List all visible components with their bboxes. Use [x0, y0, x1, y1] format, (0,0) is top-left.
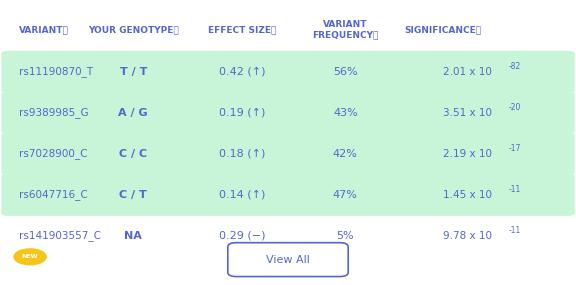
Text: rs9389985_G: rs9389985_G — [18, 107, 88, 118]
Text: NEW: NEW — [22, 254, 38, 259]
Text: C / T: C / T — [119, 190, 147, 200]
FancyBboxPatch shape — [1, 51, 575, 93]
Text: 9.78 x 10: 9.78 x 10 — [443, 231, 492, 241]
Text: C / C: C / C — [119, 149, 147, 159]
Text: 1.45 x 10: 1.45 x 10 — [443, 190, 492, 200]
FancyBboxPatch shape — [1, 174, 575, 216]
Text: rs11190870_T: rs11190870_T — [18, 66, 93, 78]
Text: NA: NA — [124, 231, 142, 241]
Text: SIGNIFICANCEⓘ: SIGNIFICANCEⓘ — [404, 25, 482, 34]
Text: T / T: T / T — [120, 67, 147, 77]
Text: View All: View All — [266, 255, 310, 264]
Text: 2.19 x 10: 2.19 x 10 — [443, 149, 492, 159]
Text: -17: -17 — [509, 144, 521, 153]
Text: 3.51 x 10: 3.51 x 10 — [443, 108, 492, 118]
Text: rs141903557_C: rs141903557_C — [18, 230, 101, 241]
Text: rs6047716_C: rs6047716_C — [18, 189, 88, 200]
Text: -82: -82 — [509, 62, 521, 71]
Text: VARIANT
FREQUENCYⓘ: VARIANT FREQUENCYⓘ — [312, 20, 378, 39]
Text: -11: -11 — [509, 226, 521, 235]
Text: rs7028900_C: rs7028900_C — [18, 148, 87, 159]
Text: 56%: 56% — [333, 67, 358, 77]
Text: 43%: 43% — [333, 108, 358, 118]
Text: YOUR GENOTYPEⓘ: YOUR GENOTYPEⓘ — [88, 25, 179, 34]
FancyBboxPatch shape — [1, 92, 575, 134]
Text: 0.29 (−): 0.29 (−) — [219, 231, 266, 241]
FancyBboxPatch shape — [228, 243, 348, 276]
Text: 42%: 42% — [333, 149, 358, 159]
Text: 0.19 (↑): 0.19 (↑) — [219, 108, 266, 118]
Text: 2.01 x 10: 2.01 x 10 — [443, 67, 492, 77]
Text: 0.18 (↑): 0.18 (↑) — [219, 149, 266, 159]
Text: A / G: A / G — [119, 108, 148, 118]
Text: VARIANTⓘ: VARIANTⓘ — [18, 25, 69, 34]
Text: 0.42 (↑): 0.42 (↑) — [219, 67, 266, 77]
Text: 47%: 47% — [333, 190, 358, 200]
Text: 5%: 5% — [336, 231, 354, 241]
Text: EFFECT SIZEⓘ: EFFECT SIZEⓘ — [208, 25, 276, 34]
FancyBboxPatch shape — [1, 133, 575, 175]
Circle shape — [14, 249, 46, 265]
Text: 0.14 (↑): 0.14 (↑) — [219, 190, 266, 200]
Text: -11: -11 — [509, 185, 521, 194]
Text: -20: -20 — [509, 103, 521, 112]
